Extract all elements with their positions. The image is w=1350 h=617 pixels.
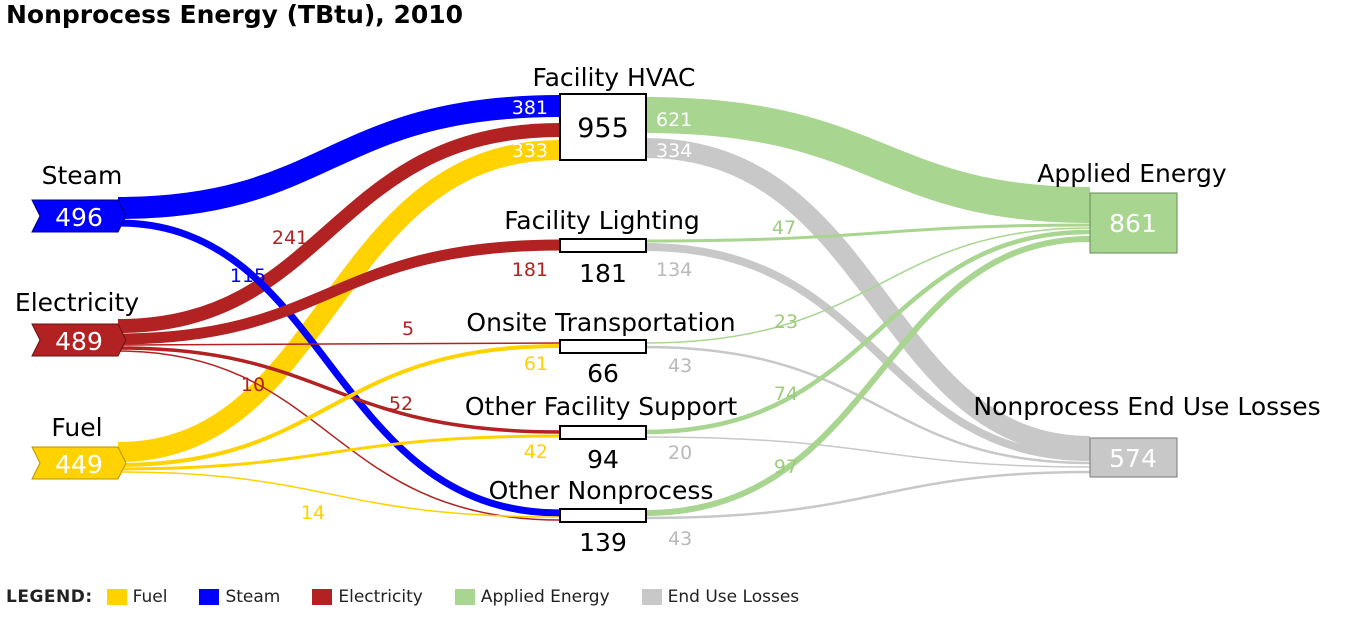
end-use-label-transport: Onsite Transportation: [466, 308, 735, 337]
legend-item-applied-energy: Applied Energy: [454, 587, 610, 607]
flow-support-applied: [644, 229, 1091, 435]
flow-label-elec-support: 52: [389, 393, 413, 415]
end-use-label-other: Other Nonprocess: [489, 476, 714, 505]
end-use-value-support: 94: [587, 445, 619, 474]
source-value-electricity: 489: [55, 327, 103, 356]
legend-label-end-use-losses: End Use Losses: [667, 587, 800, 607]
flow-label-other-applied: 97: [774, 456, 798, 478]
flow-fuel-other: [117, 471, 561, 518]
legend-title: LEGEND:: [6, 587, 93, 607]
legend-item-steam: Steam: [199, 587, 280, 607]
flow-elec-transport: [117, 342, 561, 346]
legend-item-electricity: Electricity: [312, 587, 423, 607]
source-flows: [117, 95, 561, 521]
source-label-electricity: Electricity: [15, 288, 139, 317]
flow-label-lighting-applied: 47: [772, 217, 796, 239]
end-use-node-other: [559, 508, 647, 523]
flow-label-fuel-transport: 61: [524, 353, 548, 375]
flow-elec-support: [117, 346, 561, 434]
output-label-applied: Applied Energy: [1037, 159, 1227, 188]
output-value-applied: 861: [1109, 209, 1157, 238]
flow-label-other-losses: 43: [668, 528, 692, 550]
legend-label-fuel: Fuel: [132, 587, 168, 607]
flow-label-lighting-losses: 134: [656, 259, 692, 281]
flow-support-losses: [644, 436, 1091, 468]
flow-label-hvac-applied: 621: [656, 109, 692, 131]
flow-fuel-hvac: [117, 140, 561, 462]
legend: LEGEND: Fuel Steam Electricity Applied E…: [6, 586, 799, 608]
flow-elec-other: [117, 350, 561, 521]
flow-label-transport-applied: 23: [774, 311, 798, 333]
legend-label-applied-energy: Applied Energy: [480, 587, 610, 607]
source-node-electricity: [31, 323, 127, 357]
legend-swatch-steam: [199, 589, 220, 605]
flow-label-support-applied: 74: [774, 383, 798, 405]
flow-label-elec-lighting: 181: [512, 259, 548, 281]
end-use-label-lighting: Facility Lighting: [504, 206, 700, 235]
source-node-steam: [31, 199, 127, 233]
source-value-steam: 496: [55, 203, 103, 232]
end-use-value-hvac: 955: [577, 113, 629, 144]
end-use-label-support: Other Facility Support: [465, 392, 737, 421]
flow-label-hvac-losses: 334: [656, 140, 692, 162]
flow-hvac-losses: [644, 138, 1091, 456]
legend-swatch-electricity: [312, 589, 333, 605]
flow-other-losses: [644, 470, 1091, 520]
end-use-label-hvac: Facility HVAC: [533, 63, 696, 92]
output-node-losses: [1089, 437, 1178, 478]
end-use-node-transport: [559, 339, 647, 354]
flow-labels: 381 333 241 115 181 5 10 52 61 42 14 621…: [230, 97, 798, 550]
flow-elec-lighting: [117, 239, 561, 345]
legend-item-fuel: Fuel: [106, 587, 168, 607]
flow-lighting-applied: [644, 223, 1091, 243]
output-value-losses: 574: [1109, 444, 1157, 473]
flow-label-steam-other: 115: [230, 265, 266, 287]
chart-title: Nonprocess Energy (TBtu), 2010: [6, 0, 464, 29]
source-label-steam: Steam: [42, 161, 123, 190]
end-use-value-lighting: 181: [579, 259, 627, 288]
flow-label-elec-hvac: 241: [272, 227, 308, 249]
legend-swatch-applied-energy: [454, 589, 475, 605]
flow-fuel-support: [117, 434, 561, 471]
flow-fuel-transport: [117, 344, 561, 467]
flow-hvac-applied: [644, 97, 1091, 223]
flow-label-support-losses: 20: [668, 442, 692, 464]
end-use-nodes: Facility HVAC 955 Facility Lighting 181 …: [465, 63, 737, 557]
legend-swatch-fuel: [106, 589, 127, 605]
end-use-node-lighting: [559, 238, 647, 253]
flow-other-applied: [644, 236, 1091, 516]
end-use-node-support: [559, 425, 647, 440]
legend-label-steam: Steam: [225, 587, 281, 607]
source-value-fuel: 449: [55, 450, 103, 479]
output-node-applied: [1089, 192, 1178, 254]
output-label-losses: Nonprocess End Use Losses: [973, 392, 1320, 421]
flow-label-elec-other: 10: [241, 374, 265, 396]
source-node-fuel: [31, 446, 127, 480]
flow-label-transport-losses: 43: [668, 355, 692, 377]
source-label-fuel: Fuel: [51, 413, 102, 442]
flow-elec-hvac: [117, 123, 561, 333]
flow-steam-other: [117, 219, 561, 517]
flow-steam-hvac: [117, 95, 561, 219]
legend-label-electricity: Electricity: [338, 587, 423, 607]
end-use-value-other: 139: [579, 528, 627, 557]
flow-transport-applied: [644, 227, 1091, 344]
end-use-value-transport: 66: [587, 359, 619, 388]
legend-swatch-end-use-losses: [641, 589, 662, 605]
flow-label-elec-transport: 5: [402, 318, 414, 340]
flow-label-fuel-other: 14: [301, 502, 325, 524]
flow-transport-losses: [644, 345, 1091, 465]
flow-label-steam-hvac: 381: [512, 97, 548, 119]
flow-label-fuel-support: 42: [524, 441, 548, 463]
flow-label-fuel-hvac: 333: [512, 140, 548, 162]
source-nodes: Steam 496 Electricity 489 Fuel 449: [15, 161, 139, 480]
legend-item-end-use-losses: End Use Losses: [641, 587, 800, 607]
output-nodes: Applied Energy 861 Nonprocess End Use Lo…: [973, 159, 1321, 478]
output-flows: [644, 97, 1091, 520]
end-use-node-hvac: [559, 93, 647, 161]
flow-lighting-losses: [644, 243, 1091, 461]
